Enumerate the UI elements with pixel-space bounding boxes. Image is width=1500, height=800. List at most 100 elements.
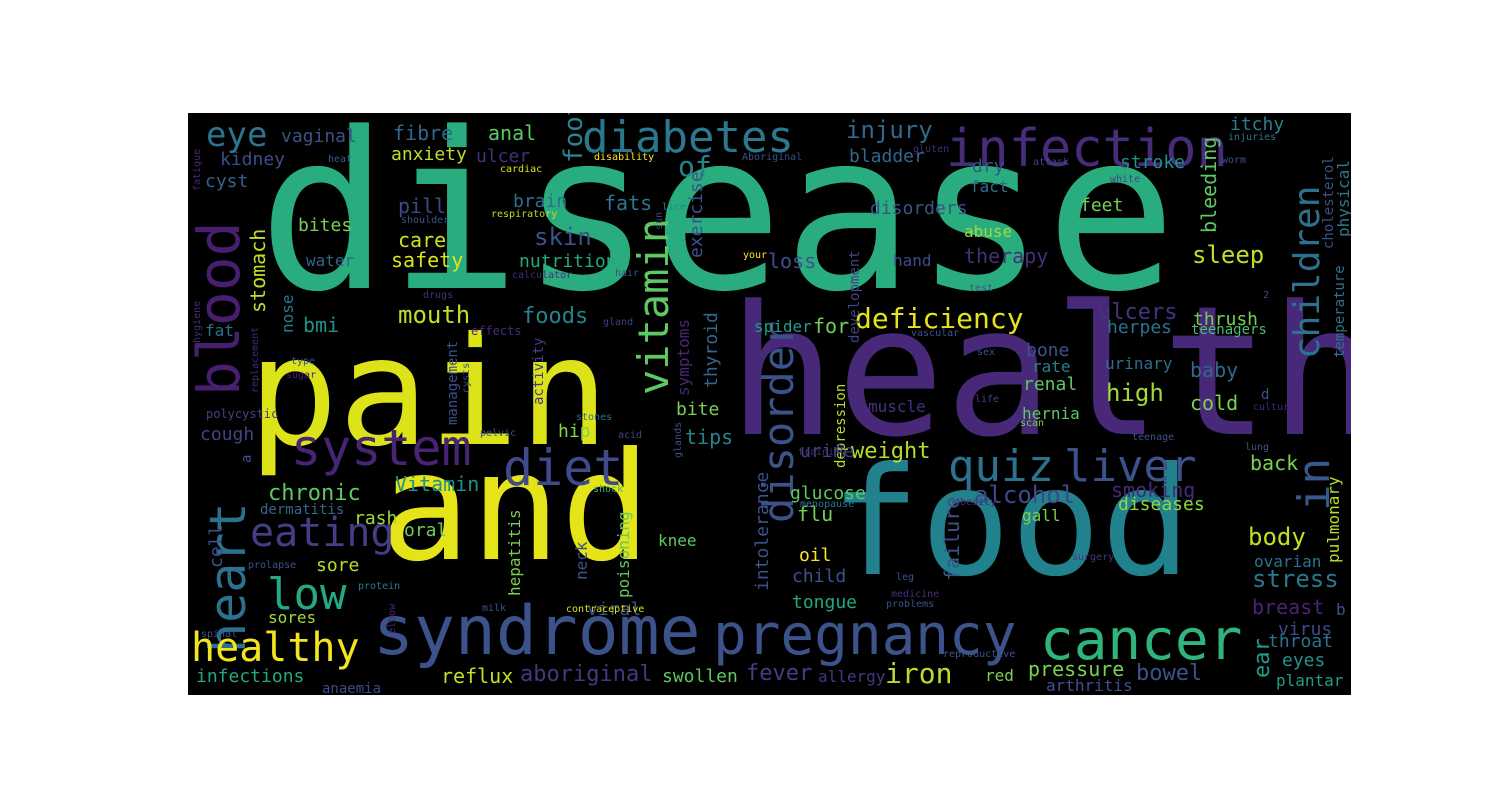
word-vaginal: vaginal [281,126,357,147]
word-disorders: disorders [870,198,968,219]
word-food: food [830,436,1192,610]
word-stomach: stomach [246,228,270,313]
word-sex: sex [977,347,996,358]
word-pain: pain [248,306,610,480]
word-anxiety: anxiety [391,144,467,165]
word-sleep: sleep [1192,241,1265,269]
word-cardiac: cardiac [500,164,543,175]
word-fever: fever [746,661,813,686]
word-infection: infection [946,119,1228,179]
word-shoulder: shoulder [401,215,450,226]
word-foods: foods [522,304,589,329]
word-hair: hair [615,268,640,279]
word-bites: bites [298,215,353,236]
word-stress: stress [1252,565,1339,593]
word-a: a [239,454,255,463]
word-type: type [291,356,316,367]
word-hepatitis: hepatitis [505,509,524,596]
word-lung: lung [1245,442,1270,453]
word-urine: urine [800,441,855,462]
word-plantar: plantar [1276,671,1344,690]
word-for: for [813,314,850,338]
word-disease: disease [258,113,1177,340]
word-calculator: calculator [512,270,573,281]
word-prolapse: prolapse [248,560,297,571]
word-allergy: allergy [818,667,886,686]
word-gland: gland [603,317,634,328]
word-pressure: pressure [1028,657,1125,681]
word-bone: bone [1026,340,1070,361]
word-intolerance: intolerance [752,471,773,591]
word-feet: feet [1080,195,1124,216]
word-leg: leg [896,572,915,583]
word-dry: dry [972,156,1005,177]
word-medicine: medicine [891,589,940,600]
word-teenagers: teenagers [1191,322,1267,338]
word-reflux: reflux [441,664,514,688]
word-cough: cough [200,424,255,445]
word-quiz: quiz [948,441,1054,492]
word-sores: sores [268,608,317,627]
word-virus: virus [1278,619,1333,640]
word-ear: ear [1250,638,1275,678]
word-back: back [1250,451,1299,475]
word-bite: bite [676,399,720,420]
word-baby: baby [1190,358,1239,382]
word-respiratory: respiratory [491,209,558,220]
word-abuse: abuse [964,222,1013,241]
word-2: 2 [1263,290,1270,301]
word-thrush: thrush [1193,309,1259,330]
word-culture: culture [1253,402,1296,413]
word-safety: safety [391,248,464,272]
word-tongue: tongue [792,592,858,613]
word-pill: pill [398,194,447,218]
word-rate: rate [1032,357,1071,376]
word-symptoms: symptoms [674,318,693,396]
word-hand: hand [893,251,932,270]
word-sore: sore [316,555,360,576]
word-glucose: glucose [790,483,866,504]
word-milk: milk [482,603,507,614]
word-poisoning: poisoning [614,511,633,598]
word-fatigue: fatigue [192,148,203,191]
word-eating: eating [250,510,395,556]
word-menopause: menopause [800,499,855,510]
word-test: test [969,283,994,294]
word-mouth: mouth [398,301,471,329]
word-anaemia: anaemia [322,681,382,695]
word-d: D [836,442,844,456]
word-physical: physical [1334,159,1351,237]
word-failure: failure [940,496,964,581]
word-dermatitis: dermatitis [260,502,345,518]
word-nutrition: nutrition [519,251,617,272]
word-low: low [267,569,347,620]
word-infections: infections [196,666,305,687]
word-gall: gall [1022,506,1061,525]
word-pelvic: pelvic [480,428,517,439]
word-aboriginal: aboriginal [520,662,653,687]
word-sugar: sugar [286,370,317,381]
word-lice: lice [662,202,687,213]
word-chronic: chronic [268,481,361,506]
word-body: body [1248,523,1306,551]
word-acid: acid [618,430,643,441]
word-oral: oral [404,520,448,541]
word-vitamin: vitamin [629,217,678,395]
word-sun: sun [654,211,665,230]
word-fats: fats [604,191,653,215]
word-viral: viral [587,599,642,620]
word-diseases: diseases [1118,494,1205,515]
word-worm: worm [1222,155,1247,166]
word-hernia: hernia [1022,404,1080,423]
word-exercise: exercise [686,171,707,258]
word-spinal: spinal [201,629,238,640]
word-nose: nose [278,294,297,333]
word-bleeding: bleeding [1197,136,1221,233]
word-polycystic: polycystic [206,407,279,421]
word-management: management [445,340,461,425]
word-therapy: therapy [964,244,1049,268]
word-activity: activity [531,337,547,405]
word-vitamin: Vitamin [395,472,480,496]
word-vascular: vascular [911,328,960,339]
word-pregnancy: pregnancy [713,603,1017,668]
